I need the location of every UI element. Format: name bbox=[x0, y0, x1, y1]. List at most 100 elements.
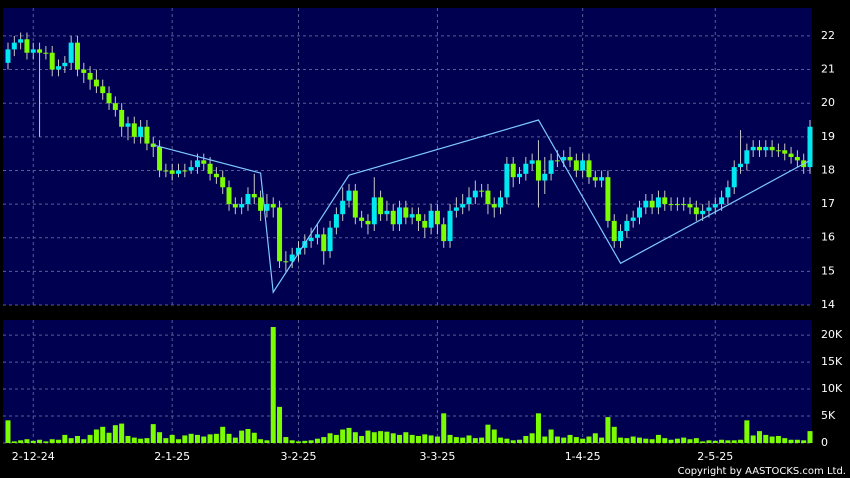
volume-bar bbox=[62, 434, 68, 443]
candle-body bbox=[719, 197, 725, 205]
volume-bar bbox=[169, 434, 175, 443]
candle-body bbox=[422, 220, 428, 228]
volume-bar bbox=[655, 434, 661, 443]
candle-body bbox=[554, 160, 560, 162]
volume-bar bbox=[807, 431, 813, 443]
volume-bar bbox=[24, 439, 30, 443]
candle-body bbox=[37, 49, 43, 53]
candle-body bbox=[346, 190, 352, 201]
volume-bar bbox=[352, 432, 358, 443]
candle-body bbox=[453, 207, 459, 211]
candle-body bbox=[289, 254, 295, 262]
volume-bar bbox=[738, 439, 744, 443]
volume-bar bbox=[636, 437, 642, 443]
volume-bar bbox=[479, 437, 485, 443]
candle-body bbox=[390, 210, 396, 225]
volume-bar bbox=[460, 437, 466, 443]
candle-body bbox=[100, 86, 106, 94]
volume-bar bbox=[125, 435, 131, 443]
volume-bar bbox=[599, 437, 605, 443]
candle-body bbox=[434, 210, 440, 225]
candle-body bbox=[371, 197, 377, 225]
volume-bar bbox=[308, 440, 314, 443]
y-tick-label: 14 bbox=[821, 298, 835, 311]
y-tick-label: 5K bbox=[821, 409, 836, 422]
volume-bar bbox=[542, 436, 548, 443]
candle-body bbox=[763, 146, 769, 151]
candle-body bbox=[611, 220, 617, 242]
candle-body bbox=[788, 153, 794, 158]
volume-bar bbox=[397, 434, 403, 443]
volume-bar bbox=[801, 440, 807, 443]
volume-bar bbox=[157, 432, 163, 443]
volume-bar bbox=[504, 438, 510, 443]
candle-body bbox=[472, 190, 478, 198]
candle-body bbox=[460, 204, 466, 208]
candle-body bbox=[491, 204, 497, 208]
volume-bar bbox=[712, 440, 718, 443]
candle-body bbox=[49, 52, 55, 70]
y-tick-label: 18 bbox=[821, 163, 835, 176]
volume-bar bbox=[485, 424, 491, 443]
candle-body bbox=[674, 204, 680, 206]
volume-bar bbox=[390, 433, 396, 443]
y-tick-label: 20K bbox=[821, 328, 843, 341]
volume-bar bbox=[769, 436, 775, 443]
volume-bar bbox=[150, 424, 156, 443]
candle-body bbox=[157, 146, 163, 171]
volume-bar bbox=[131, 437, 137, 443]
price-panel bbox=[3, 8, 812, 305]
volume-bar bbox=[359, 435, 365, 443]
volume-bar bbox=[447, 434, 453, 443]
volume-bar bbox=[624, 438, 630, 443]
volume-bar bbox=[510, 440, 516, 443]
volume-bar bbox=[517, 439, 523, 443]
candle-body bbox=[479, 190, 485, 192]
volume-bar bbox=[264, 440, 270, 443]
candle-body bbox=[605, 177, 611, 221]
volume-bar bbox=[295, 441, 301, 443]
volume-bar bbox=[744, 420, 750, 443]
volume-bar bbox=[333, 434, 339, 443]
y-tick-label: 22 bbox=[821, 29, 835, 42]
candle-body bbox=[81, 69, 87, 73]
volume-bar bbox=[119, 423, 125, 443]
candle-body bbox=[144, 126, 150, 144]
candle-body bbox=[125, 123, 131, 127]
candle-body bbox=[239, 204, 245, 208]
volume-bar bbox=[409, 434, 415, 443]
volume-bar bbox=[725, 440, 731, 443]
candle-body bbox=[397, 207, 403, 225]
candle-body bbox=[712, 204, 718, 208]
candle-body bbox=[138, 126, 144, 137]
zigzag-line bbox=[153, 119, 811, 294]
volume-bar bbox=[592, 433, 598, 443]
volume-bar bbox=[43, 441, 49, 443]
volume-bar bbox=[30, 440, 36, 443]
candle-body bbox=[668, 204, 674, 206]
candle-body bbox=[11, 42, 17, 50]
y-tick-label: 16 bbox=[821, 231, 835, 244]
candle-body bbox=[24, 39, 30, 53]
volume-bar bbox=[232, 437, 238, 443]
volume-bar bbox=[201, 436, 207, 443]
volume-bar bbox=[289, 440, 295, 443]
volume-bar bbox=[11, 441, 17, 443]
volume-bar bbox=[428, 435, 434, 443]
x-tick-label: 2-12-24 bbox=[12, 450, 55, 463]
volume-bar bbox=[573, 437, 579, 443]
candle-body bbox=[567, 157, 573, 161]
candle-body bbox=[794, 157, 800, 161]
candle-body bbox=[599, 177, 605, 181]
candle-body bbox=[731, 167, 737, 188]
volume-bar bbox=[100, 426, 106, 443]
candle-body bbox=[485, 190, 491, 205]
candle-body bbox=[561, 157, 567, 161]
candle-body bbox=[592, 177, 598, 181]
volume-bar bbox=[763, 434, 769, 443]
candle-body bbox=[277, 207, 283, 262]
volume-bar bbox=[668, 439, 674, 443]
volume-bar bbox=[674, 438, 680, 443]
candle-body bbox=[201, 160, 207, 164]
